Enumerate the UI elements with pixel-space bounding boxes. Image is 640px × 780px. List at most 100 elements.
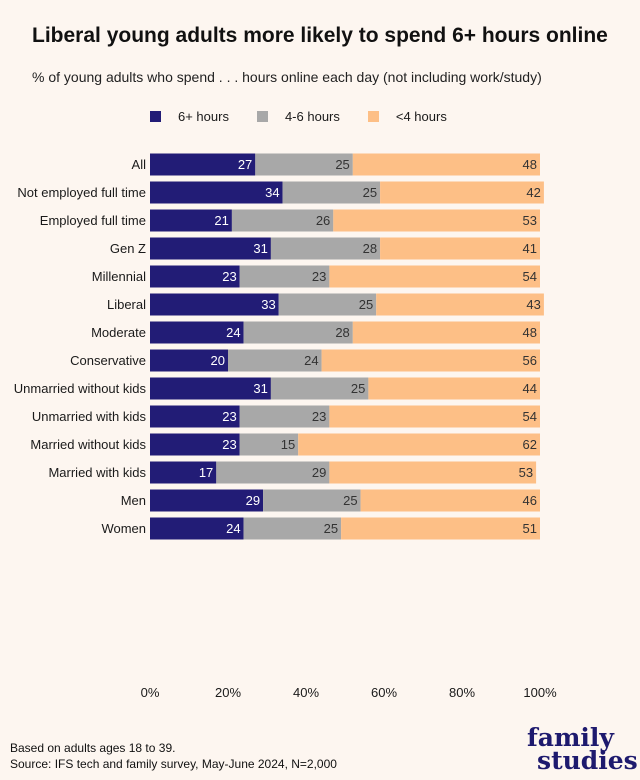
legend-swatch-6plus [150,111,161,122]
legend-item-under4: <4 hours [367,109,447,124]
bar-segment [368,377,540,400]
chart-subtitle: % of young adults who spend . . . hours … [32,69,542,85]
logo-line-family: family [527,723,614,752]
category-label: Unmarried with kids [32,409,147,424]
legend-item-4to6: 4-6 hours [256,109,340,124]
data-label: 54 [523,269,537,284]
footnote-note: Based on adults ages 18 to 39. [10,741,176,755]
bar-segment [150,321,244,344]
x-tick-label: 0% [141,685,160,700]
bar-segment [150,293,279,316]
data-label: 42 [526,185,540,200]
chart-title: Liberal young adults more likely to spen… [32,24,608,47]
legend-swatch-4to6 [256,111,268,122]
data-label: 23 [222,409,236,424]
x-tick-label: 100% [523,685,557,700]
data-label: 25 [335,157,349,172]
bar-segment [270,237,381,260]
bar-segment [243,517,342,540]
bar-segment [352,321,540,344]
data-label: 53 [523,213,537,228]
bar-segment [352,153,540,176]
legend-swatch-under4 [367,111,379,122]
data-label: 26 [316,213,330,228]
data-label: 44 [523,381,537,396]
category-label: Millennial [92,269,146,284]
data-label: 31 [253,241,267,256]
category-label: Married without kids [30,437,146,452]
data-label: 34 [265,185,279,200]
bar-segment [270,377,369,400]
bar-segment [150,517,244,540]
data-label: 53 [519,465,533,480]
bar-segment [321,349,540,372]
data-label: 46 [523,493,537,508]
bar-segment [150,461,217,484]
category-label: Women [101,521,146,536]
legend-label-4to6: 4-6 hours [284,109,340,124]
bar-segment [231,209,334,232]
data-label: 23 [222,437,236,452]
bar-segment [150,377,271,400]
data-label: 17 [199,465,213,480]
bar-segment [150,265,240,288]
bar-segment [239,265,330,288]
bar-segment [255,153,353,176]
data-label: 24 [304,353,318,368]
data-label: 48 [523,325,537,340]
category-label: All [132,157,147,172]
data-label: 28 [363,241,377,256]
category-label: Conservative [70,353,146,368]
logo-line-studies: studies [537,746,638,775]
data-label: 48 [523,157,537,172]
bar-segment [329,461,537,484]
bar-segment [150,433,240,456]
category-label: Moderate [91,325,146,340]
bar-segment [243,321,353,344]
data-label: 27 [238,157,252,172]
data-label: 25 [359,297,373,312]
data-label: 56 [523,353,537,368]
data-label: 41 [523,241,537,256]
bar-segment [239,433,299,456]
category-label: Men [121,493,146,508]
data-label: 51 [523,521,537,536]
x-tick-label: 40% [293,685,319,700]
legend-label-6plus: 6+ hours [178,109,229,124]
bar-segment [329,405,540,428]
bar-segment [298,433,540,456]
bar-segment [282,181,381,204]
bar-segment [150,489,264,512]
x-tick-label: 80% [449,685,475,700]
x-tick-label: 60% [371,685,397,700]
bar-segment [228,349,322,372]
category-label: Unmarried without kids [14,381,147,396]
category-label: Not employed full time [17,185,146,200]
data-label: 23 [312,409,326,424]
data-label: 25 [363,185,377,200]
category-label: Liberal [107,297,146,312]
family-studies-logo: family studies [527,723,638,775]
data-label: 25 [351,381,365,396]
data-label: 25 [343,493,357,508]
category-label: Gen Z [110,241,146,256]
bar-segment [150,405,240,428]
bar-segment [380,237,540,260]
data-label: 54 [523,409,537,424]
data-label: 29 [312,465,326,480]
footnote-source: Source: IFS tech and family survey, May-… [10,757,337,771]
data-label: 24 [226,325,240,340]
bar-segment [333,209,540,232]
data-label: 21 [214,213,228,228]
footnote: Based on adults ages 18 to 39. Source: I… [10,740,337,772]
data-label: 33 [261,297,275,312]
bar-segment [150,237,271,260]
data-label: 15 [281,437,295,452]
data-label: 24 [226,521,240,536]
bar-segment [150,349,228,372]
data-label: 43 [526,297,540,312]
bar-segment [239,405,330,428]
bar-segment [329,265,540,288]
legend: 6+ hours 4-6 hours <4 hours [150,109,475,124]
data-label: 28 [335,325,349,340]
